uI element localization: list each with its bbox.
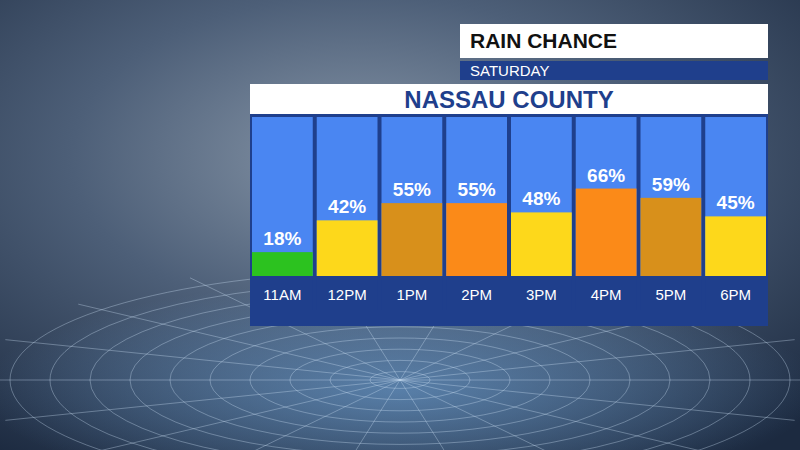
category-cell [705, 278, 766, 310]
bar [252, 252, 313, 276]
data-label: 42% [328, 196, 366, 217]
x-tick-label: 5PM [655, 286, 686, 303]
category-cell [382, 278, 443, 310]
x-tick-label: 3PM [526, 286, 557, 303]
data-label: 45% [717, 192, 755, 213]
data-label: 59% [652, 174, 690, 195]
chart: RAIN CHANCE SATURDAY NASSAU COUNTY 18% 42% 55… [0, 0, 800, 450]
radar-spoke [5, 380, 400, 420]
bar [705, 216, 766, 276]
x-tick-label: 11AM [263, 286, 301, 303]
category-cell [317, 278, 378, 310]
column-background [382, 117, 443, 276]
root: RAIN CHANCE SATURDAY NASSAU COUNTY 18% 42% 55… [0, 0, 800, 450]
bar [641, 198, 702, 276]
radar-spoke [400, 380, 800, 381]
radar-spoke [400, 340, 795, 380]
bar [576, 189, 637, 276]
columns [252, 117, 766, 310]
radar-spoke [327, 380, 400, 450]
data-label: 66% [587, 165, 625, 186]
subtitle-box [460, 61, 768, 80]
data-label: 55% [393, 179, 431, 200]
x-tick-label: 12PM [328, 286, 367, 303]
bar [317, 220, 378, 276]
data-label: 48% [522, 188, 560, 209]
radar-spoke [400, 380, 722, 450]
data-label: 55% [458, 179, 496, 200]
category-cell [252, 278, 313, 310]
x-tick-label: 6PM [720, 286, 751, 303]
column-background [705, 117, 766, 276]
bars [252, 189, 766, 276]
radar-ring [130, 304, 670, 450]
column-background [576, 117, 637, 276]
radar-spoke [400, 380, 795, 420]
radar-ring [10, 271, 790, 450]
x-tick-label: 1PM [396, 286, 427, 303]
x-tick-label: 4PM [591, 286, 622, 303]
radar-spoke [400, 380, 610, 450]
column-background [446, 117, 507, 276]
bar [382, 203, 443, 276]
radar-decoration [0, 264, 800, 450]
column-background [511, 117, 572, 276]
radar-spoke [78, 380, 400, 450]
data-labels: 18% 42% 55% 55% 48% 66% 59% 45% [263, 165, 754, 250]
bar [446, 203, 507, 276]
supertitle: RAIN CHANCE [470, 29, 617, 52]
category-cell [641, 278, 702, 310]
subtitle: SATURDAY [470, 62, 549, 79]
category-cell [446, 278, 507, 310]
x-tick-labels: 11AM 12PM 1PM 2PM 3PM 4PM 5PM 6PM [263, 286, 751, 303]
column-background [317, 117, 378, 276]
column-background [252, 117, 313, 276]
title: NASSAU COUNTY [404, 86, 613, 113]
radar-spoke [5, 340, 400, 380]
category-cell [511, 278, 572, 310]
data-label: 18% [263, 228, 301, 249]
panel [250, 84, 768, 326]
x-tick-label: 2PM [461, 286, 492, 303]
category-cell [576, 278, 637, 310]
radar-spoke [0, 380, 400, 381]
supertitle-box [460, 24, 768, 58]
radar-spoke [400, 380, 473, 450]
column-background [641, 117, 702, 276]
bar [511, 212, 572, 276]
title-box [250, 84, 768, 114]
